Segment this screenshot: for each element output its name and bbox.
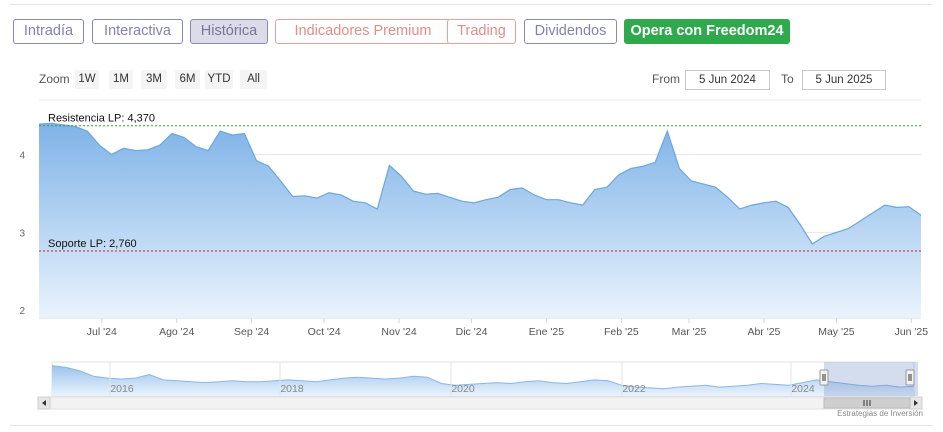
annotations: Resistencia LP: 4,370 Soporte LP: 2,760 [39,113,921,252]
navigator-tick-label: 2016 [110,383,134,395]
x-tick-label: Ago '24 [159,326,194,338]
x-tick-label: Ene '25 [529,326,564,338]
y-tick-label: 4 [19,151,25,162]
zoom-ytd-button[interactable]: YTD [205,70,233,89]
to-label: To [781,72,794,86]
from-label: From [652,72,680,86]
y-tick-label: 3 [19,228,25,239]
x-axis-ticks: Jul '24 Ago '24 Sep '24 Oct '24 Nov '24 Dic '… [87,318,928,338]
y-tick-label: 2 [19,306,25,317]
x-tick-label: Dic '24 [456,326,488,338]
chevron-left-icon [42,400,46,406]
tab-histórica[interactable]: Histórica [190,19,268,44]
navigator-left-handle[interactable] [819,369,829,386]
zoom-1w-button[interactable]: 1W [75,70,99,89]
navigator-line [51,365,915,390]
zoom-3m-button[interactable]: 3M [141,70,167,89]
x-tick-label: Sep '24 [234,326,269,338]
from-date-input[interactable]: 5 Jun 2024 [685,70,770,90]
navigator-area [52,365,914,396]
tab-trading[interactable]: Trading [447,19,516,44]
tab-dividendos[interactable]: Dividendos [524,19,617,44]
x-tick-label: Jul '24 [87,326,117,338]
x-tick-label: Nov '24 [381,326,416,338]
navigator[interactable]: 2016 2018 2020 2022 2024 [37,361,923,410]
zoom-label: Zoom [39,72,70,86]
credit-text: Estrategias de Inversión [837,409,923,418]
price-area [39,123,921,319]
tab-indicadores-premium[interactable]: Indicadores Premium [275,19,451,44]
x-tick-label: Abr '25 [747,326,780,338]
tab-interactiva[interactable]: Interactiva [92,19,183,44]
resistance-label: Resistencia LP: 4,370 [48,113,155,125]
support-label: Soporte LP: 2,760 [48,238,137,250]
navigator-tick-label: 2020 [451,383,475,395]
navigator-tick-label: 2018 [280,383,304,395]
zoom-6m-button[interactable]: 6M [175,70,200,89]
y-axis-ticks: 2 3 4 [19,151,25,318]
navigator-right-handle[interactable] [905,369,915,386]
bottom-divider [10,425,933,426]
navigator-scrollbar[interactable] [37,396,923,410]
tab-opera-con-freedom24[interactable]: Opera con Freedom24 [624,19,790,44]
x-tick-label: Oct '24 [308,326,341,338]
price-line [38,122,922,245]
navigator-tick-label: 2022 [622,383,646,395]
zoom-all-button[interactable]: All [240,70,267,89]
x-tick-label: Mar '25 [672,326,707,338]
chevron-right-icon [914,400,918,406]
navigator-selection[interactable] [824,362,918,396]
navigator-tick-label: 2024 [791,383,815,395]
tab-intradía[interactable]: Intradía [13,19,84,44]
x-tick-label: Jun '25 [895,326,929,338]
x-tick-label: Feb '25 [604,326,639,338]
to-date-input[interactable]: 5 Jun 2025 [802,70,886,90]
top-divider [10,4,933,5]
x-tick-label: May '25 [818,326,855,338]
zoom-1m-button[interactable]: 1M [109,70,133,89]
